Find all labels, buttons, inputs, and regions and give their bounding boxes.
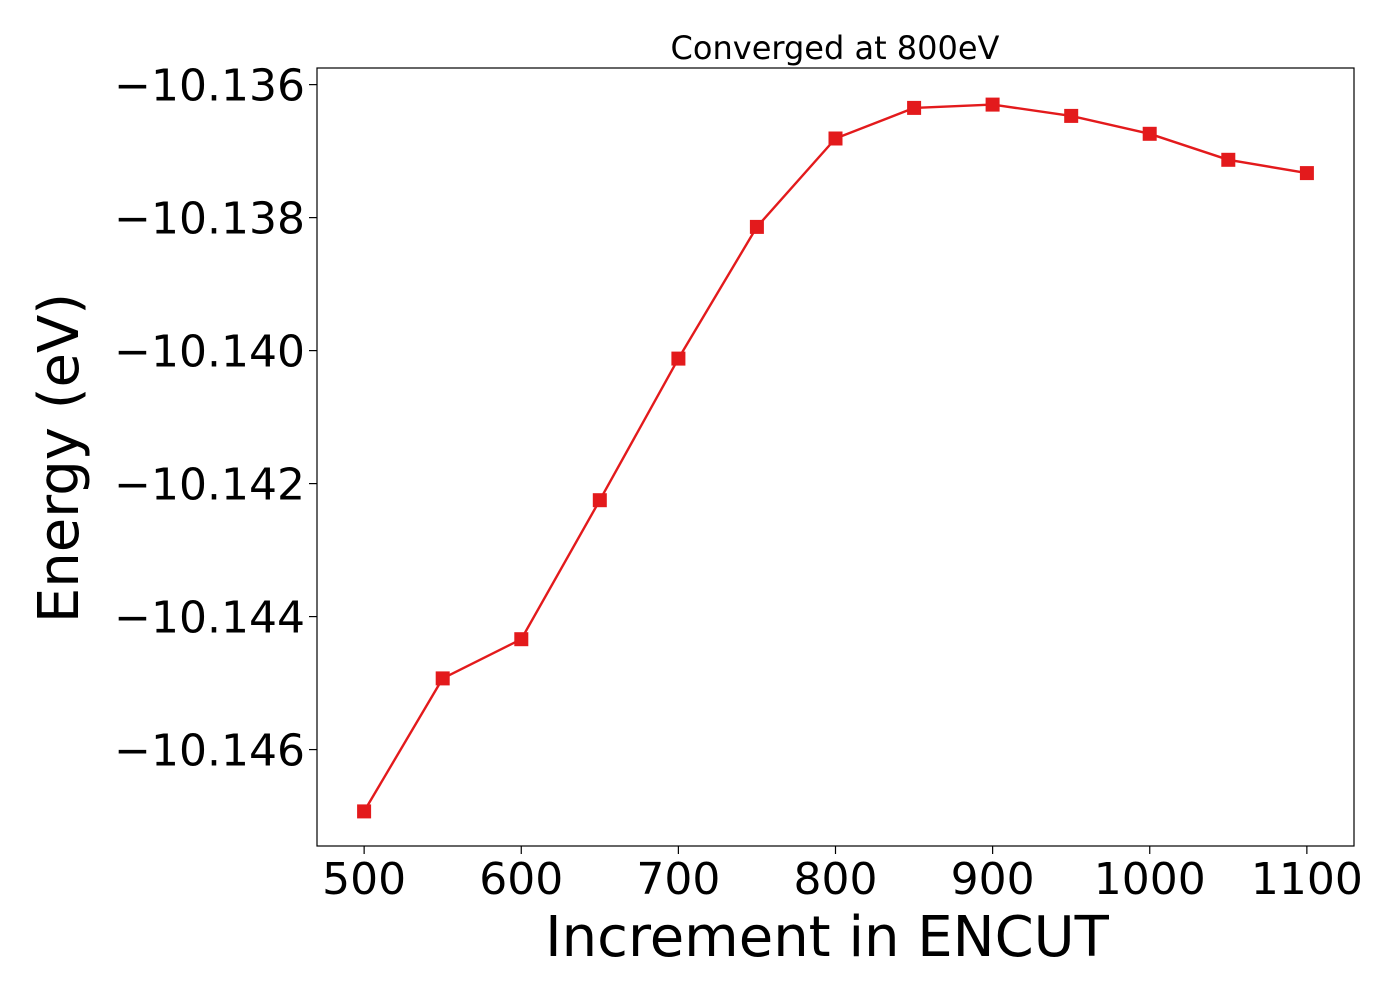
series-markers [357, 97, 1314, 819]
plot-frame [316, 67, 1355, 847]
data-point-marker [1064, 108, 1079, 123]
x-tick-label: 500 [322, 854, 406, 905]
data-point-marker [1299, 166, 1314, 181]
data-point-marker [1221, 152, 1236, 167]
x-tick-label: 700 [636, 854, 720, 905]
y-tick-label: −10.146 [114, 726, 305, 777]
y-tick-label: −10.142 [114, 460, 305, 511]
data-point-marker [749, 219, 764, 234]
y-tick-label: −10.138 [114, 194, 305, 245]
y-tick-label: −10.144 [114, 593, 305, 644]
data-point-marker [671, 351, 686, 366]
y-axis-ticks: −10.146 −10.144 −10.142 −10.140 −10.138 −10.1… [114, 61, 317, 777]
data-point-marker [985, 97, 1000, 112]
chart-title: Converged at 800eV [671, 29, 1000, 67]
data-point-marker [592, 493, 607, 508]
data-point-marker [828, 131, 843, 146]
y-tick-label: −10.136 [114, 61, 305, 112]
data-point-marker [435, 671, 450, 686]
x-axis-ticks: 500 600 700 800 900 1000 1100 [322, 846, 1363, 905]
data-point-marker [514, 632, 529, 647]
x-tick-label: 1100 [1251, 854, 1363, 905]
data-point-marker [907, 100, 922, 115]
y-tick-label: −10.140 [114, 327, 305, 378]
x-tick-label: 1000 [1094, 854, 1206, 905]
y-axis-label: Energy (eV) [27, 293, 92, 623]
data-point-marker [1142, 126, 1157, 141]
data-point-marker [357, 804, 372, 819]
x-tick-label: 800 [794, 854, 878, 905]
x-tick-label: 900 [951, 854, 1035, 905]
x-axis-label: Increment in ENCUT [545, 905, 1110, 970]
x-tick-label: 600 [479, 854, 563, 905]
